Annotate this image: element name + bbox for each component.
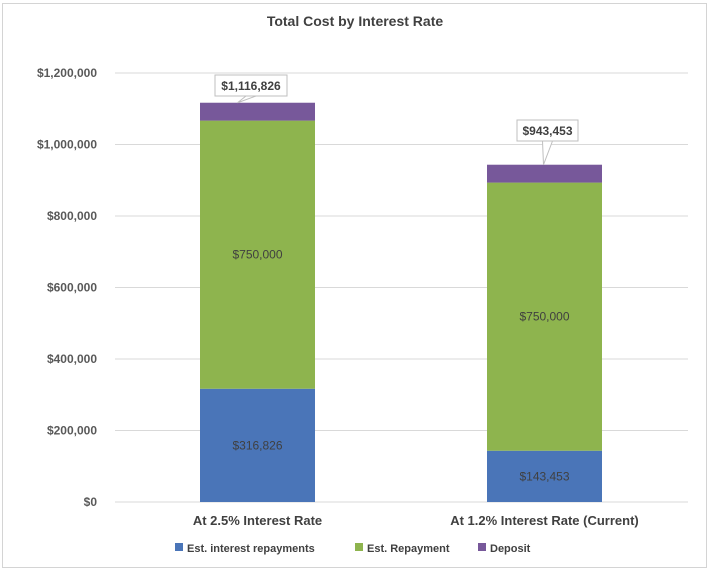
data-label: $750,000 [232,248,282,262]
total-label: $943,453 [522,124,572,138]
y-tick-label: $200,000 [47,424,97,438]
y-tick-label: $1,000,000 [37,138,97,152]
callout-box [214,74,288,97]
legend-swatch [478,543,486,551]
data-label: $143,453 [519,469,569,483]
total-label: $1,116,826 [221,79,281,93]
bar-segment [200,388,315,502]
y-tick-label: $400,000 [47,352,97,366]
x-tick-label: At 1.2% Interest Rate (Current) [450,513,639,528]
legend-label: Est. Repayment [367,543,450,555]
data-label: $750,000 [519,310,569,324]
legend-swatch [355,543,363,551]
y-tick-label: $600,000 [47,281,97,295]
y-tick-label: $800,000 [47,209,97,223]
callout-pointer [542,140,553,165]
bar-segment [487,182,602,451]
y-tick-label: $0 [84,495,98,509]
legend-label: Deposit [490,543,531,555]
bar-segment [200,102,315,121]
chart-title: Total Cost by Interest Rate [267,13,444,29]
x-tick-label: At 2.5% Interest Rate [193,513,322,528]
legend-label: Est. interest repayments [187,543,315,555]
y-tick-label: $1,200,000 [37,66,97,80]
chart-frame [2,3,707,568]
callout-box [516,119,579,142]
legend-swatch [175,543,183,551]
callout-pointer [237,95,257,104]
data-label: $316,826 [232,438,282,452]
bar-segment [487,450,602,502]
bar-segment [487,164,602,183]
bar-segment [200,120,315,389]
